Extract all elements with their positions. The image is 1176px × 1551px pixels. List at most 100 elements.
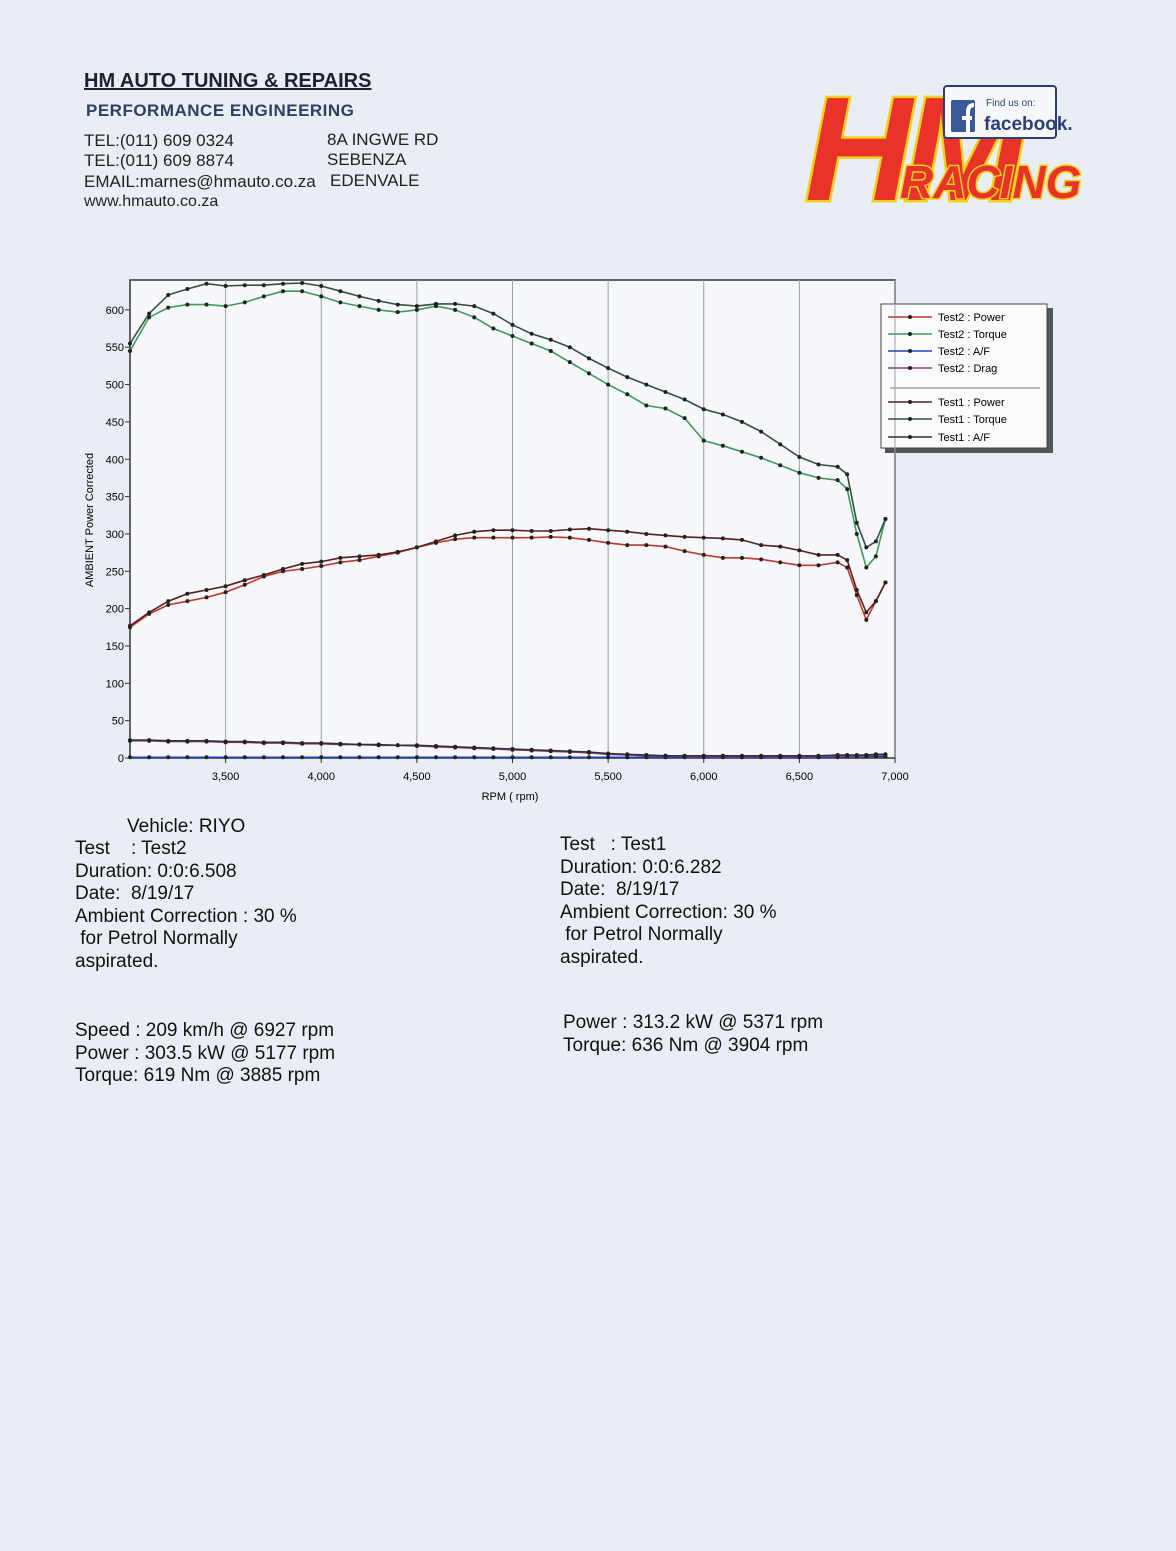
vehicle: Vehicle: RIYO bbox=[127, 816, 246, 837]
point bbox=[778, 753, 783, 758]
point bbox=[453, 307, 458, 312]
point bbox=[338, 289, 343, 294]
point bbox=[567, 535, 572, 540]
y-tick-label: 450 bbox=[106, 417, 124, 429]
point bbox=[567, 755, 572, 760]
point bbox=[864, 545, 869, 550]
point bbox=[816, 563, 821, 568]
point bbox=[759, 455, 764, 460]
point bbox=[644, 531, 649, 536]
point bbox=[701, 407, 706, 412]
company-name: HM AUTO TUNING & REPAIRS bbox=[84, 70, 372, 92]
point bbox=[491, 311, 496, 316]
legend-marker bbox=[908, 349, 912, 353]
point bbox=[281, 289, 285, 294]
legend-label: Test2 : Power bbox=[938, 312, 1005, 324]
point bbox=[625, 375, 630, 380]
point bbox=[682, 397, 687, 402]
point bbox=[242, 283, 247, 288]
point bbox=[759, 543, 764, 548]
point bbox=[300, 561, 305, 566]
point bbox=[395, 755, 400, 760]
point bbox=[548, 534, 553, 539]
point bbox=[185, 599, 190, 604]
point bbox=[491, 535, 496, 540]
x-tick-label: 4,500 bbox=[403, 771, 431, 783]
y-tick-label: 50 bbox=[112, 716, 124, 728]
point bbox=[319, 294, 324, 299]
test-results: Speed : 209 km/h @ 6927 rpm Power : 303.5… bbox=[75, 1020, 335, 1088]
email: EMAIL:marnes@hmauto.co.za bbox=[84, 172, 316, 191]
text-line: aspirated. bbox=[560, 946, 644, 968]
y-tick-label: 500 bbox=[106, 380, 124, 392]
point bbox=[845, 753, 850, 758]
point bbox=[873, 554, 878, 559]
y-axis-label: AMBIENT Power Corrected bbox=[84, 453, 96, 587]
point bbox=[261, 573, 266, 578]
point bbox=[414, 755, 419, 760]
legend-label: Test1 : A/F bbox=[938, 432, 990, 444]
point bbox=[510, 334, 515, 339]
point bbox=[338, 755, 343, 760]
point bbox=[261, 740, 266, 745]
point bbox=[587, 755, 591, 760]
point bbox=[510, 747, 515, 752]
point bbox=[472, 755, 477, 760]
y-tick-label: 0 bbox=[118, 753, 124, 765]
point bbox=[434, 755, 438, 760]
y-tick-label: 250 bbox=[106, 566, 124, 578]
legend-label: Test2 : Drag bbox=[938, 363, 997, 375]
point bbox=[606, 540, 611, 545]
x-axis-label: RPM ( rpm) bbox=[482, 791, 539, 803]
legend-marker bbox=[908, 315, 912, 319]
point bbox=[472, 535, 477, 540]
point bbox=[778, 544, 783, 549]
point bbox=[300, 280, 305, 285]
point bbox=[453, 301, 458, 306]
text-line: Test : Test1 bbox=[560, 834, 667, 855]
legend-label: Test1 : Power bbox=[938, 397, 1005, 409]
point bbox=[166, 305, 171, 310]
y-tick-label: 200 bbox=[106, 604, 124, 616]
point bbox=[606, 755, 611, 760]
point bbox=[644, 753, 649, 758]
point bbox=[567, 749, 572, 754]
point bbox=[567, 360, 572, 365]
legend-label: Test2 : A/F bbox=[938, 346, 990, 358]
text-line: Ambient Correction: 30 % bbox=[560, 901, 777, 923]
point bbox=[261, 755, 266, 760]
point bbox=[281, 740, 285, 745]
point bbox=[357, 294, 362, 299]
social-prompt: Find us on: bbox=[986, 98, 1035, 109]
point bbox=[128, 348, 132, 353]
point bbox=[778, 560, 783, 565]
y-tick-label: 600 bbox=[106, 305, 124, 317]
point bbox=[223, 283, 228, 288]
text-line: Duration: 0:0:6.508 bbox=[75, 860, 237, 882]
point bbox=[357, 304, 362, 309]
point bbox=[357, 558, 362, 563]
point bbox=[453, 533, 458, 538]
point bbox=[701, 438, 706, 443]
point bbox=[644, 403, 649, 408]
point bbox=[128, 341, 132, 346]
point bbox=[472, 529, 477, 534]
point bbox=[434, 539, 438, 544]
test-results: Power : 313.2 kW @ 5371 rpm Torque: 636 N… bbox=[563, 1012, 823, 1057]
point bbox=[376, 742, 381, 747]
point bbox=[376, 307, 381, 312]
x-tick-label: 5,500 bbox=[594, 771, 622, 783]
legend-marker bbox=[908, 400, 912, 404]
point bbox=[606, 528, 611, 533]
address-line: EDENVALE bbox=[330, 171, 420, 190]
point bbox=[797, 455, 802, 460]
point bbox=[778, 442, 783, 447]
point bbox=[663, 390, 668, 395]
point bbox=[242, 578, 247, 583]
point bbox=[854, 531, 859, 536]
point bbox=[204, 595, 209, 600]
legend bbox=[880, 303, 1048, 449]
point bbox=[147, 311, 152, 316]
point bbox=[185, 286, 190, 291]
